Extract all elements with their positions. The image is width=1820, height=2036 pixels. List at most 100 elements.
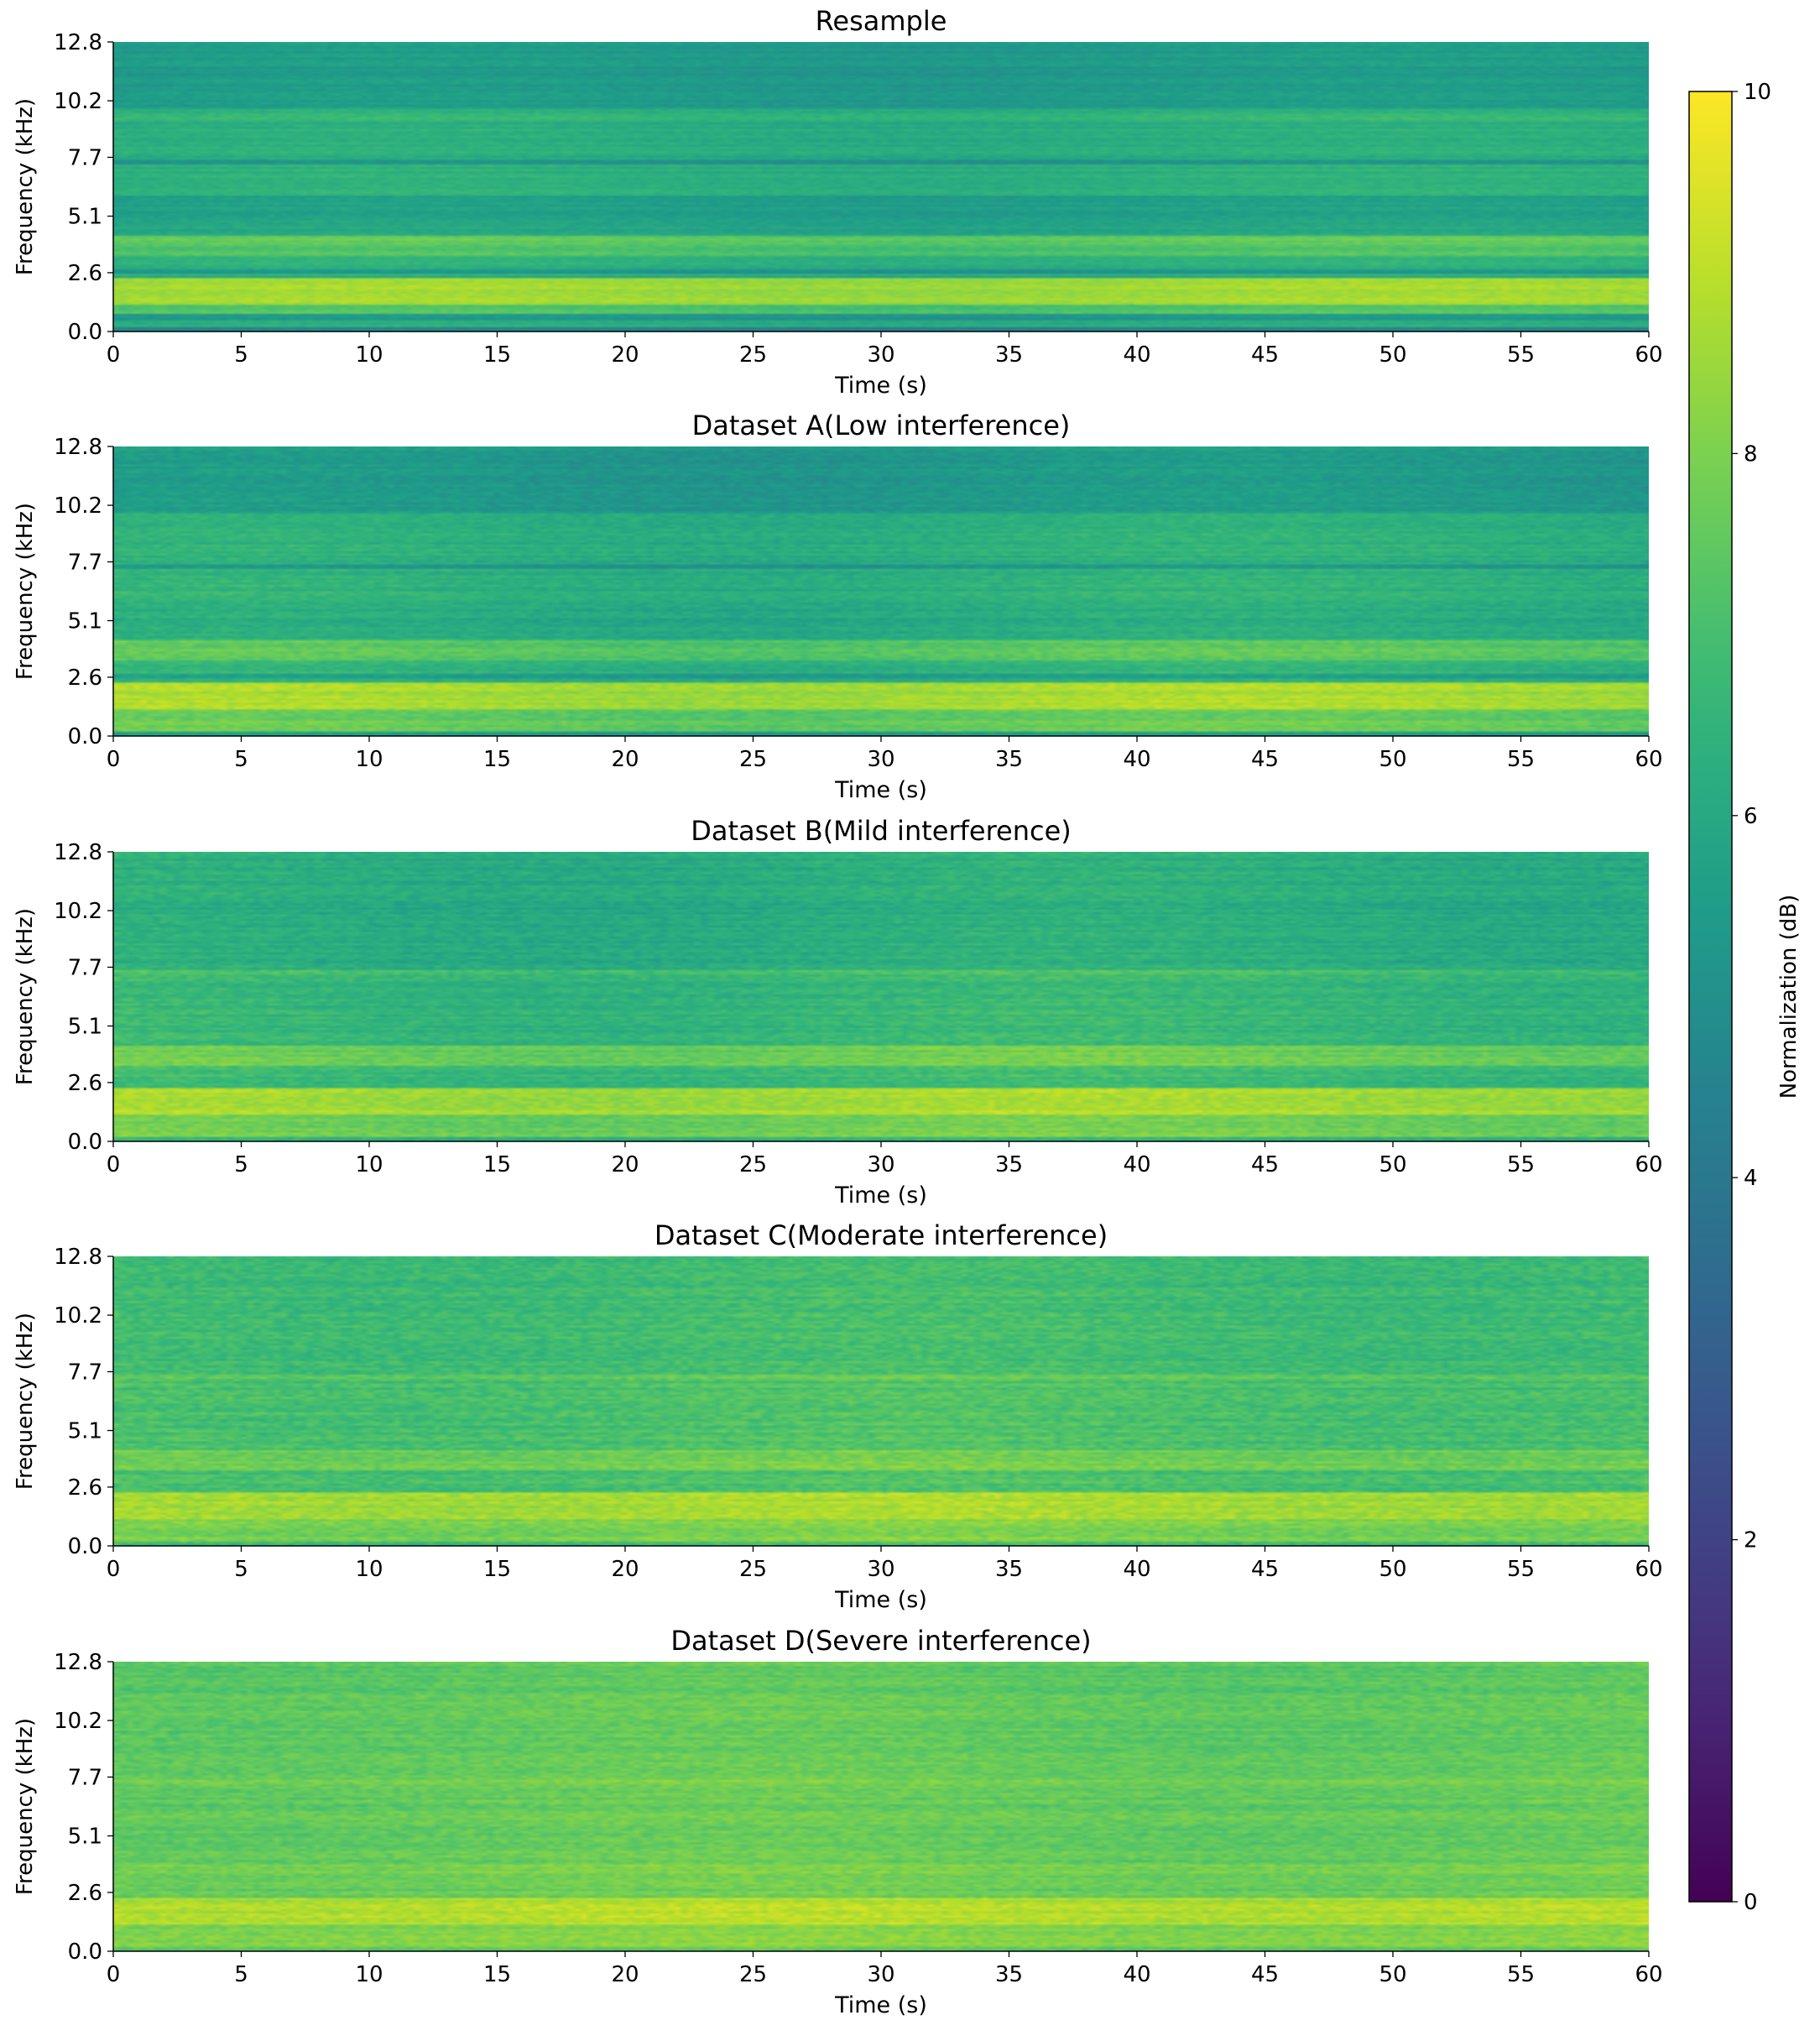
x-tick-label: 10 xyxy=(355,1557,383,1582)
x-tick-label: 15 xyxy=(483,747,511,772)
x-tick-label: 45 xyxy=(1251,1557,1279,1582)
x-tick-label: 30 xyxy=(867,342,894,368)
x-axis-label: Time (s) xyxy=(834,1587,927,1613)
y-tick-label: 10.2 xyxy=(54,1303,102,1329)
y-tick-label: 5.1 xyxy=(68,1825,102,1850)
spectrogram-heatmap xyxy=(113,1662,1649,1951)
colorbar-frame xyxy=(1688,91,1733,1903)
spectrogram-heatmap xyxy=(113,1256,1649,1546)
colorbar-gradient xyxy=(1689,91,1732,1902)
y-tick-label: 7.7 xyxy=(68,955,102,980)
x-tick-label: 50 xyxy=(1379,1557,1406,1582)
x-tick-label: 25 xyxy=(739,342,767,368)
x-tick-label: 60 xyxy=(1635,747,1662,772)
x-tick-label: 30 xyxy=(867,747,894,772)
x-tick-label: 0 xyxy=(107,747,121,772)
y-tick-label: 5.1 xyxy=(68,205,102,230)
x-tick-label: 5 xyxy=(234,342,248,368)
x-tick-label: 55 xyxy=(1507,1152,1535,1177)
x-tick-label: 60 xyxy=(1635,1962,1662,1987)
x-tick-label: 40 xyxy=(1123,1962,1150,1987)
x-axis-label: Time (s) xyxy=(834,1992,927,2018)
x-tick-label: 50 xyxy=(1379,1152,1406,1177)
y-tick-label: 0.0 xyxy=(68,1534,102,1559)
y-tick-label: 0.0 xyxy=(68,724,102,749)
colorbar-tick-label: 10 xyxy=(1744,80,1771,105)
y-tick-label: 10.2 xyxy=(54,899,102,924)
y-axis-label: Frequency (kHz) xyxy=(13,1313,38,1490)
x-tick-label: 20 xyxy=(611,747,639,772)
x-tick-label: 50 xyxy=(1379,747,1406,772)
x-tick-label: 35 xyxy=(995,1557,1023,1582)
spectrogram-panel: Dataset C(Moderate interference) 0 5 10 15 20… xyxy=(13,1219,1663,1613)
y-tick-label: 7.7 xyxy=(68,550,102,575)
y-tick-label: 2.6 xyxy=(68,1881,102,1906)
y-tick-label: 12.8 xyxy=(54,1245,102,1270)
x-tick-label: 55 xyxy=(1507,342,1535,368)
y-tick-label: 12.8 xyxy=(54,1650,102,1675)
y-tick-label: 10.2 xyxy=(54,493,102,519)
x-tick-label: 60 xyxy=(1635,1557,1662,1582)
colorbar: 0 2 4 6 8 10 Normalization (dB) xyxy=(1688,80,1802,1915)
x-tick-label: 60 xyxy=(1635,342,1662,368)
spectrogram-heatmap xyxy=(113,852,1649,1141)
x-tick-label: 55 xyxy=(1507,747,1535,772)
x-tick-label: 10 xyxy=(355,747,383,772)
x-tick-label: 15 xyxy=(483,342,511,368)
spectrogram-heatmap xyxy=(113,42,1649,332)
y-tick-label: 12.8 xyxy=(54,840,102,865)
x-axis-label: Time (s) xyxy=(834,373,927,399)
x-tick-label: 20 xyxy=(611,342,639,368)
x-tick-label: 25 xyxy=(739,747,767,772)
y-tick-label: 10.2 xyxy=(54,89,102,114)
y-tick-label: 2.6 xyxy=(68,261,102,286)
spectrogram-panel: Dataset B(Mild interference) 0 5 10 15 20 25 30… xyxy=(13,815,1663,1209)
x-tick-label: 45 xyxy=(1251,342,1279,368)
spectrogram-panel: Resample 0 5 10 15 20 25 30 35 40 45 50 55 60 Time (s)… xyxy=(13,5,1663,399)
x-tick-label: 15 xyxy=(483,1557,511,1582)
x-tick-label: 40 xyxy=(1123,1557,1150,1582)
x-tick-label: 10 xyxy=(355,1962,383,1987)
x-tick-label: 45 xyxy=(1251,1962,1279,1987)
x-tick-label: 40 xyxy=(1123,747,1150,772)
y-tick-label: 0.0 xyxy=(68,1939,102,1965)
x-tick-label: 5 xyxy=(234,1557,248,1582)
x-tick-label: 25 xyxy=(739,1962,767,1987)
x-tick-label: 30 xyxy=(867,1557,894,1582)
x-tick-label: 30 xyxy=(867,1152,894,1177)
x-tick-label: 15 xyxy=(483,1962,511,1987)
x-tick-label: 40 xyxy=(1123,342,1150,368)
y-tick-label: 2.6 xyxy=(68,1071,102,1096)
x-tick-label: 20 xyxy=(611,1152,639,1177)
y-tick-label: 2.6 xyxy=(68,666,102,691)
y-tick-label: 12.8 xyxy=(54,435,102,460)
x-tick-label: 0 xyxy=(107,1152,121,1177)
y-tick-label: 5.1 xyxy=(68,1419,102,1444)
x-tick-label: 35 xyxy=(995,1152,1023,1177)
x-tick-label: 10 xyxy=(355,342,383,368)
colorbar-tick-label: 6 xyxy=(1744,804,1758,829)
y-tick-label: 7.7 xyxy=(68,1360,102,1385)
panel-title: Dataset C(Moderate interference) xyxy=(654,1219,1108,1251)
spectrogram-heatmap xyxy=(113,446,1649,736)
y-axis-label: Frequency (kHz) xyxy=(13,1718,38,1895)
x-tick-label: 5 xyxy=(234,1962,248,1987)
x-tick-label: 5 xyxy=(234,747,248,772)
x-tick-label: 45 xyxy=(1251,1152,1279,1177)
x-tick-label: 30 xyxy=(867,1962,894,1987)
panel-title: Resample xyxy=(816,5,947,37)
panel-title: Dataset A(Low interference) xyxy=(692,410,1071,441)
x-tick-label: 5 xyxy=(234,1152,248,1177)
x-tick-label: 0 xyxy=(107,342,121,368)
colorbar-tick-label: 8 xyxy=(1744,441,1758,467)
y-axis-label: Frequency (kHz) xyxy=(13,908,38,1085)
x-tick-label: 0 xyxy=(107,1962,121,1987)
y-tick-label: 10.2 xyxy=(54,1709,102,1734)
y-tick-label: 0.0 xyxy=(68,1130,102,1155)
x-tick-label: 15 xyxy=(483,1152,511,1177)
x-tick-label: 55 xyxy=(1507,1962,1535,1987)
x-tick-label: 45 xyxy=(1251,747,1279,772)
x-tick-label: 20 xyxy=(611,1962,639,1987)
